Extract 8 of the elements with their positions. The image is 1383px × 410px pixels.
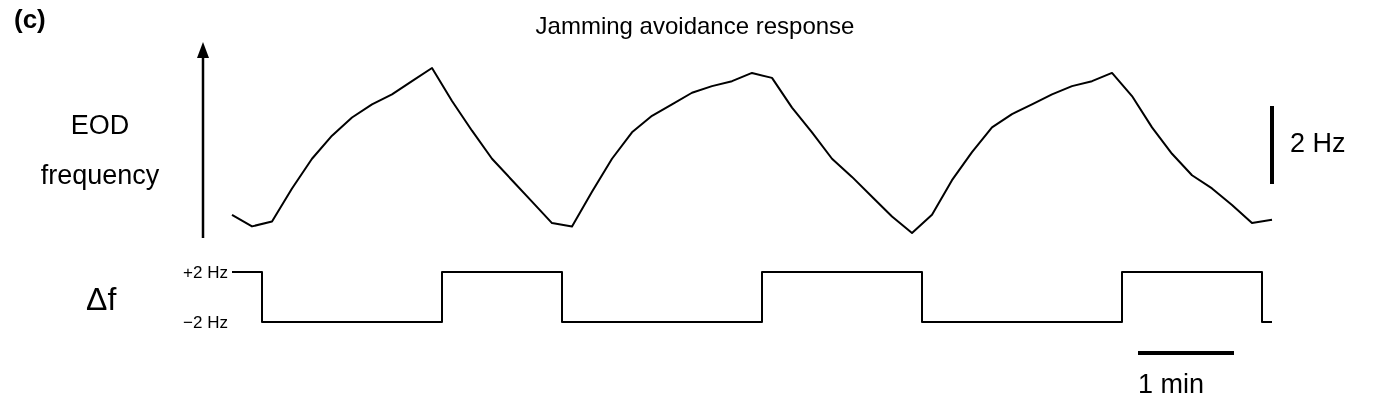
text: 2 Hz <box>1290 128 1346 159</box>
chart-title: Jamming avoidance response <box>535 11 855 39</box>
y-axis-title: EOD frequency <box>39 109 161 192</box>
text: (c) <box>14 4 46 35</box>
text: 1 min <box>1138 369 1205 400</box>
y-tick-label: +2 Hz <box>183 262 228 282</box>
y-axis-title: Δf <box>86 281 117 318</box>
y-tick-label: −2 Hz <box>183 312 228 332</box>
